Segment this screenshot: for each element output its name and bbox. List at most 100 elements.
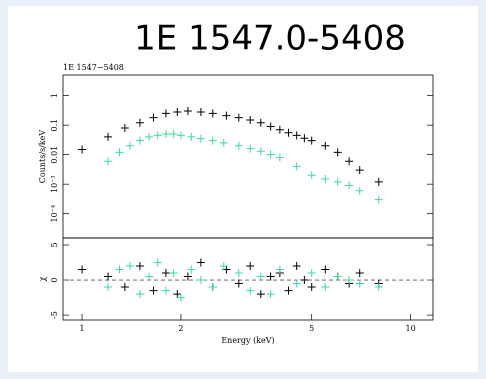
data-point (161, 286, 170, 295)
data-point (208, 109, 217, 118)
data-point (219, 262, 228, 271)
data-point (374, 177, 383, 186)
data-point (307, 171, 316, 180)
data-point (78, 265, 87, 274)
y-tick-label: 0.01 (50, 146, 59, 164)
data-point (149, 113, 158, 122)
data-point (321, 283, 330, 292)
y-tick-label: 5 (50, 242, 59, 247)
data-point (176, 131, 185, 140)
y-axis-label: Counts/s/keV (38, 130, 47, 184)
data-point (196, 276, 205, 285)
data-point (275, 265, 284, 274)
data-point (307, 269, 316, 278)
data-point (173, 107, 182, 116)
data-point (300, 276, 309, 285)
data-point (153, 131, 162, 140)
data-point (266, 272, 275, 281)
data-point (275, 125, 284, 134)
data-point (333, 177, 342, 186)
data-point (246, 262, 255, 271)
data-point (307, 136, 316, 145)
data-point (355, 279, 364, 288)
x-tick-label: 1 (80, 324, 85, 333)
data-point (246, 286, 255, 295)
data-point (234, 269, 243, 278)
data-point (321, 174, 330, 183)
data-point (374, 195, 383, 204)
data-point (196, 258, 205, 267)
y-tick-label: 1 (50, 93, 59, 98)
y-tick-label: -5 (50, 311, 59, 319)
data-point (355, 269, 364, 278)
data-point (135, 262, 144, 271)
data-point (256, 118, 265, 127)
data-point (275, 153, 284, 162)
data-point (256, 272, 265, 281)
data-point (234, 113, 243, 122)
data-point (208, 136, 217, 145)
data-point (222, 111, 231, 120)
data-point (115, 148, 124, 157)
x-tick-label: 5 (309, 324, 314, 333)
data-point (256, 290, 265, 299)
data-point (345, 157, 354, 166)
data-point (135, 290, 144, 299)
data-point (120, 124, 129, 133)
data-point (355, 166, 364, 175)
data-point (321, 265, 330, 274)
data-point (115, 265, 124, 274)
data-point (196, 134, 205, 143)
y-tick-label: 10⁻³ (50, 175, 59, 193)
y-tick-label: 0 (50, 278, 59, 283)
data-point (345, 276, 354, 285)
data-point (266, 290, 275, 299)
data-point (145, 132, 154, 141)
data-point (104, 272, 113, 281)
plot-frame (62, 237, 434, 321)
data-point (266, 150, 275, 159)
x-tick-label: 10 (406, 324, 416, 333)
x-axis-label: Energy (keV) (221, 336, 274, 345)
data-point (196, 107, 205, 116)
data-point (169, 269, 178, 278)
data-point (176, 293, 185, 302)
data-point (246, 144, 255, 153)
data-point (161, 109, 170, 118)
data-point (149, 286, 158, 295)
data-point (374, 283, 383, 292)
data-point (355, 186, 364, 195)
data-point (266, 122, 275, 131)
data-point (307, 283, 316, 292)
data-point (161, 130, 170, 139)
data-point (300, 134, 309, 143)
data-point (183, 272, 192, 281)
plot-label: 1E 1547−5408 (63, 63, 124, 72)
data-point (126, 262, 135, 271)
data-point (284, 128, 293, 137)
data-point (333, 148, 342, 157)
data-point (153, 258, 162, 267)
data-point (292, 162, 301, 171)
data-point (333, 272, 342, 281)
data-point (256, 147, 265, 156)
data-point (208, 283, 217, 292)
data-point (234, 279, 243, 288)
data-point (292, 131, 301, 140)
slide-title: 1E 1547.0-5408 (134, 19, 406, 59)
data-point (345, 181, 354, 190)
data-point (187, 132, 196, 141)
data-point (292, 262, 301, 271)
data-point (246, 115, 255, 124)
y-tick-label: 0.1 (50, 119, 59, 132)
data-point (78, 145, 87, 154)
data-point (120, 283, 129, 292)
data-point (169, 130, 178, 139)
y-axis-label: χ (38, 276, 47, 281)
data-point (219, 138, 228, 147)
data-point (104, 283, 113, 292)
data-point (183, 107, 192, 116)
data-point (145, 272, 154, 281)
data-point (284, 286, 293, 295)
